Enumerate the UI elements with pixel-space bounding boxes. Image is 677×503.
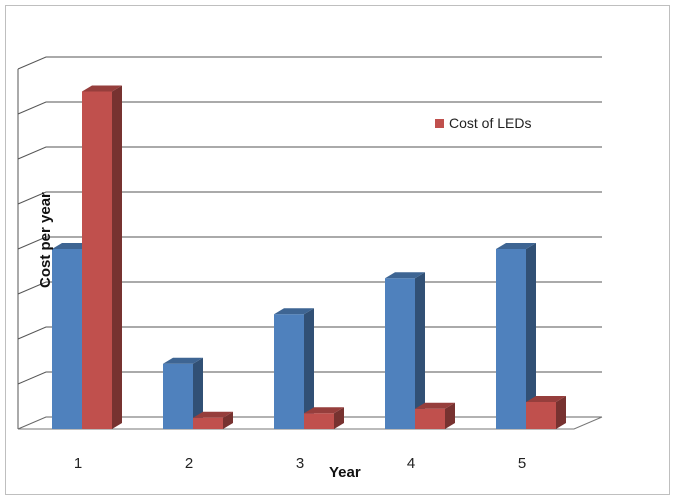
x-tick-label: 3 (296, 455, 304, 472)
chart-frame: 1 2 3 4 5 Cost per year Year Cost of LEDs (5, 5, 670, 495)
bar-cost-of-leds-year-3 (304, 407, 344, 429)
gridline (17, 191, 602, 205)
gridline (17, 56, 602, 70)
bar-series-1-year-5 (496, 243, 536, 429)
bar-cost-of-leds-year-2 (193, 411, 233, 429)
bar-chart: 1 2 3 4 5 Cost per year Year Cost of LEDs (17, 56, 603, 481)
bar-series-1-year-2 (163, 357, 203, 429)
bar-cost-of-leds-year-1 (82, 85, 122, 429)
bar-series-1-year-4 (385, 272, 425, 429)
gridline (17, 101, 602, 115)
x-tick-labels: 1 2 3 4 5 (74, 455, 526, 472)
gridline (17, 236, 602, 250)
x-tick-label: 4 (407, 455, 415, 472)
legend-label-cost-of-leds: Cost of LEDs (449, 115, 531, 131)
bars (52, 85, 566, 429)
x-axis-title: Year (329, 464, 361, 481)
y-axis-title: Cost per year (37, 192, 54, 288)
x-tick-label: 1 (74, 455, 82, 472)
gridline (17, 146, 602, 160)
bar-cost-of-leds-year-5 (526, 396, 566, 429)
bar-series-1-year-3 (274, 308, 314, 429)
x-tick-label: 5 (518, 455, 526, 472)
x-tick-label: 2 (185, 455, 193, 472)
legend: Cost of LEDs (435, 115, 531, 131)
legend-swatch-cost-of-leds (435, 119, 444, 128)
bar-cost-of-leds-year-4 (415, 402, 455, 429)
